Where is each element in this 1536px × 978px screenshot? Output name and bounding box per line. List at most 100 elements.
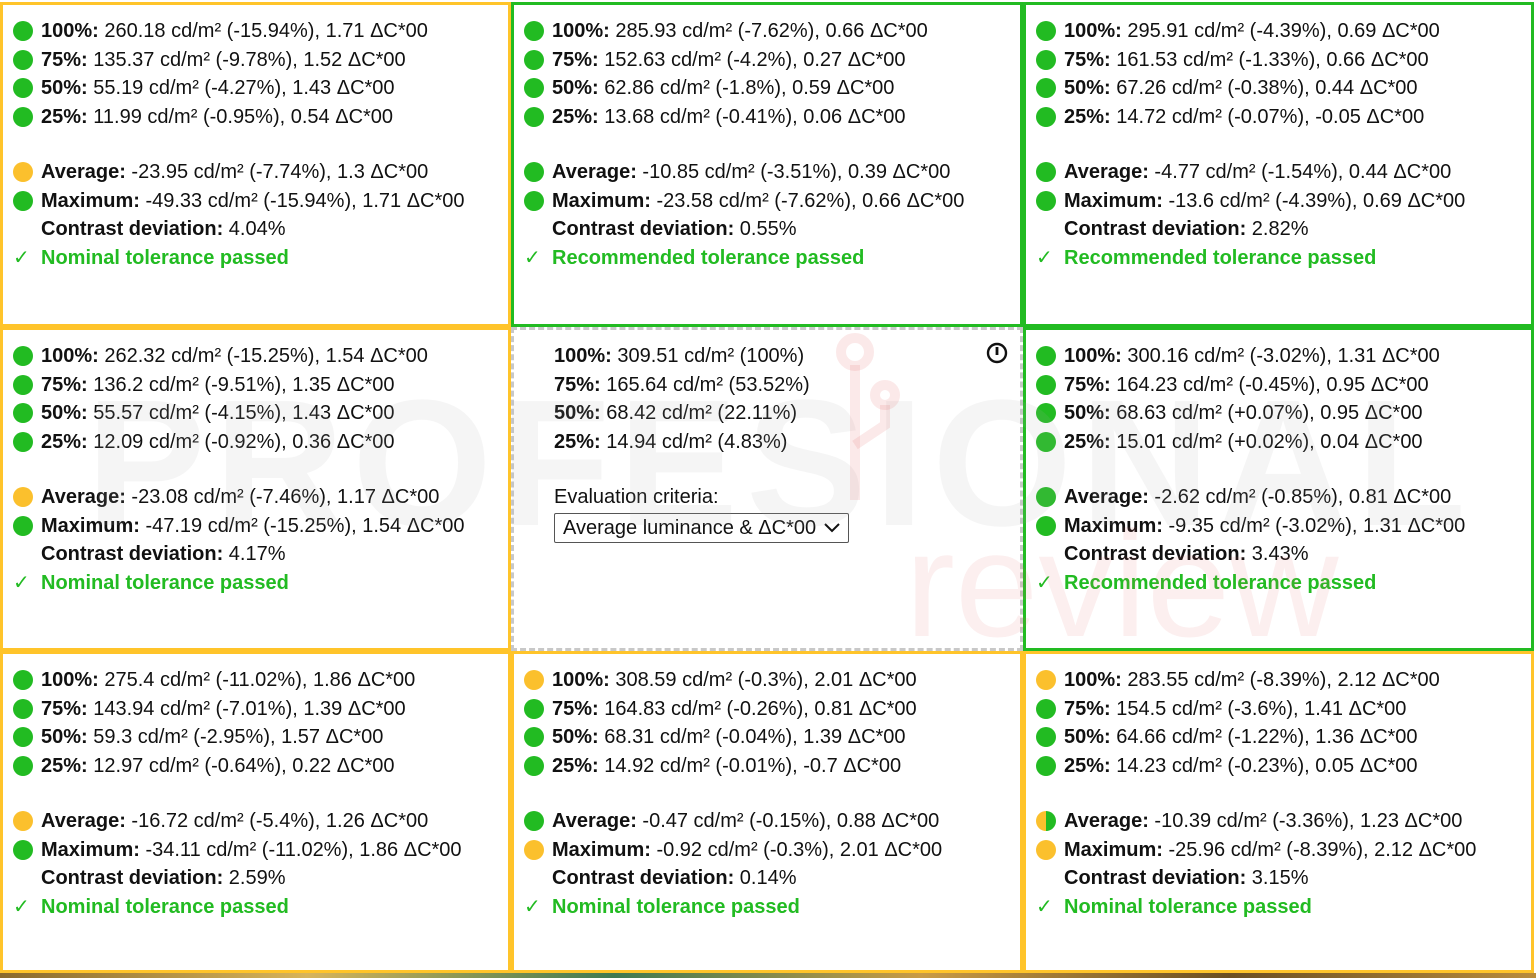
row-100: 100%: 308.59 cd/m² (-0.3%), 2.01 ΔC*00 [524,666,1010,695]
row-25: 25%: 14.92 cd/m² (-0.01%), -0.7 ΔC*00 [524,752,1010,781]
status-dot-icon [524,755,544,776]
status-dot-icon [1036,811,1056,831]
status-dot-icon [1036,162,1056,182]
row-100: 100%: 309.51 cd/m² (100%) [554,345,805,367]
row-25: 25%: 12.09 cd/m² (-0.92%), 0.36 ΔC*00 [13,428,498,457]
tolerance-result: ✓ Nominal tolerance passed [524,893,1010,922]
status-dot-icon [13,727,33,747]
row-maximum: Maximum: -34.11 cd/m² (-11.02%), 1.86 ΔC… [13,836,498,865]
status-dot-icon [524,49,544,70]
row-75: 75%: 136.2 cd/m² (-9.51%), 1.35 ΔC*00 [13,371,498,400]
status-dot-icon [524,670,544,690]
status-dot-icon [1036,78,1056,98]
status-dot-icon [524,811,544,831]
cell-center-reference: 100%: 309.51 cd/m² (100%) 75%: 165.64 cd… [511,327,1023,651]
row-25: 25%: 14.23 cd/m² (-0.23%), 0.05 ΔC*00 [1036,752,1521,781]
row-100: 100%: 275.4 cd/m² (-11.02%), 1.86 ΔC*00 [13,666,498,695]
status-dot-icon [524,162,544,182]
row-50: 50%: 68.63 cd/m² (+0.07%), 0.95 ΔC*00 [1036,399,1521,428]
status-dot-icon [524,106,544,127]
row-maximum: Maximum: -9.35 cd/m² (-3.02%), 1.31 ΔC*0… [1036,512,1521,541]
status-dot-icon [13,49,33,70]
check-icon: ✓ [524,895,541,918]
evaluation-criteria-label: Evaluation criteria: [554,486,719,508]
row-75: 75%: 152.63 cd/m² (-4.2%), 0.27 ΔC*00 [524,46,1010,75]
row-average: Average: -10.85 cd/m² (-3.51%), 0.39 ΔC*… [524,158,1010,187]
row-maximum: Maximum: -23.58 cd/m² (-7.62%), 0.66 ΔC*… [524,187,1010,216]
row-100: 100%: 285.93 cd/m² (-7.62%), 0.66 ΔC*00 [524,17,1010,46]
row-contrast: Contrast deviation: 0.14% [552,867,797,889]
row-75: 75%: 164.83 cd/m² (-0.26%), 0.81 ΔC*00 [524,695,1010,724]
row-contrast: Contrast deviation: 3.43% [1064,543,1309,565]
status-dot-icon [1036,190,1056,211]
row-contrast: Contrast deviation: 3.15% [1064,867,1309,889]
evaluation-criteria-select[interactable]: Average luminance & ΔC*00 [554,513,850,543]
status-dot-icon [524,839,544,860]
status-dot-icon [1036,21,1056,41]
status-dot-icon [13,431,33,452]
row-75: 75%: 161.53 cd/m² (-1.33%), 0.66 ΔC*00 [1036,46,1521,75]
status-dot-icon [1036,374,1056,395]
status-dot-icon [13,78,33,98]
check-icon: ✓ [1036,246,1053,269]
status-dot-icon [13,487,33,507]
tolerance-result: ✓ Nominal tolerance passed [1036,893,1521,922]
check-icon: ✓ [1036,895,1053,918]
row-average: Average: -23.08 cd/m² (-7.46%), 1.17 ΔC*… [13,483,498,512]
status-dot-icon [13,162,33,182]
status-dot-icon [13,190,33,211]
row-100: 100%: 260.18 cd/m² (-15.94%), 1.71 ΔC*00 [13,17,498,46]
status-dot-icon [13,21,33,41]
status-dot-icon [524,78,544,98]
check-icon: ✓ [1036,571,1053,594]
status-dot-icon [13,346,33,366]
status-dot-icon [13,811,33,831]
status-dot-icon [13,755,33,776]
check-icon: ✓ [13,571,30,594]
row-average: Average: -2.62 cd/m² (-0.85%), 0.81 ΔC*0… [1036,483,1521,512]
status-dot-icon [13,670,33,690]
check-icon: ✓ [524,246,541,269]
tolerance-result: ✓ Recommended tolerance passed [1036,244,1521,273]
status-dot-icon [13,839,33,860]
row-100: 100%: 300.16 cd/m² (-3.02%), 1.31 ΔC*00 [1036,342,1521,371]
cell-bottom-center: 100%: 308.59 cd/m² (-0.3%), 2.01 ΔC*00 7… [511,651,1023,973]
tolerance-result: ✓ Recommended tolerance passed [1036,569,1521,598]
row-50: 50%: 59.3 cd/m² (-2.95%), 1.57 ΔC*00 [13,723,498,752]
row-50: 50%: 68.31 cd/m² (-0.04%), 1.39 ΔC*00 [524,723,1010,752]
cell-top-right: 100%: 295.91 cd/m² (-4.39%), 0.69 ΔC*00 … [1023,2,1534,327]
row-average: Average: -10.39 cd/m² (-3.36%), 1.23 ΔC*… [1036,807,1521,836]
status-dot-icon [1036,487,1056,507]
row-25: 25%: 14.72 cd/m² (-0.07%), -0.05 ΔC*00 [1036,103,1521,132]
row-50: 50%: 67.26 cd/m² (-0.38%), 0.44 ΔC*00 [1036,74,1521,103]
check-icon: ✓ [13,246,30,269]
row-100: 100%: 295.91 cd/m² (-4.39%), 0.69 ΔC*00 [1036,17,1521,46]
status-dot-icon [1036,727,1056,747]
row-average: Average: -16.72 cd/m² (-5.4%), 1.26 ΔC*0… [13,807,498,836]
row-50: 50%: 68.42 cd/m² (22.11%) [554,402,798,424]
status-dot-icon [1036,698,1056,719]
row-75: 75%: 135.37 cd/m² (-9.78%), 1.52 ΔC*00 [13,46,498,75]
row-100: 100%: 283.55 cd/m² (-8.39%), 2.12 ΔC*00 [1036,666,1521,695]
row-100: 100%: 262.32 cd/m² (-15.25%), 1.54 ΔC*00 [13,342,498,371]
status-dot-icon [1036,346,1056,366]
row-25: 25%: 12.97 cd/m² (-0.64%), 0.22 ΔC*00 [13,752,498,781]
chevron-down-icon [824,523,840,533]
row-average: Average: -0.47 cd/m² (-0.15%), 0.88 ΔC*0… [524,807,1010,836]
row-25: 25%: 11.99 cd/m² (-0.95%), 0.54 ΔC*00 [13,103,498,132]
status-dot-icon [13,403,33,423]
row-maximum: Maximum: -47.19 cd/m² (-15.25%), 1.54 ΔC… [13,512,498,541]
power-info-icon[interactable] [986,342,1008,364]
row-50: 50%: 55.57 cd/m² (-4.15%), 1.43 ΔC*00 [13,399,498,428]
status-dot-icon [524,21,544,41]
status-dot-icon [1036,431,1056,452]
row-25: 25%: 14.94 cd/m² (4.83%) [554,430,788,453]
tolerance-result: ✓ Nominal tolerance passed [13,569,498,598]
status-dot-icon [524,727,544,747]
status-dot-icon [13,515,33,536]
status-dot-icon [13,374,33,395]
status-dot-icon [13,698,33,719]
row-average: Average: -23.95 cd/m² (-7.74%), 1.3 ΔC*0… [13,158,498,187]
row-50: 50%: 62.86 cd/m² (-1.8%), 0.59 ΔC*00 [524,74,1010,103]
status-dot-icon [1036,839,1056,860]
